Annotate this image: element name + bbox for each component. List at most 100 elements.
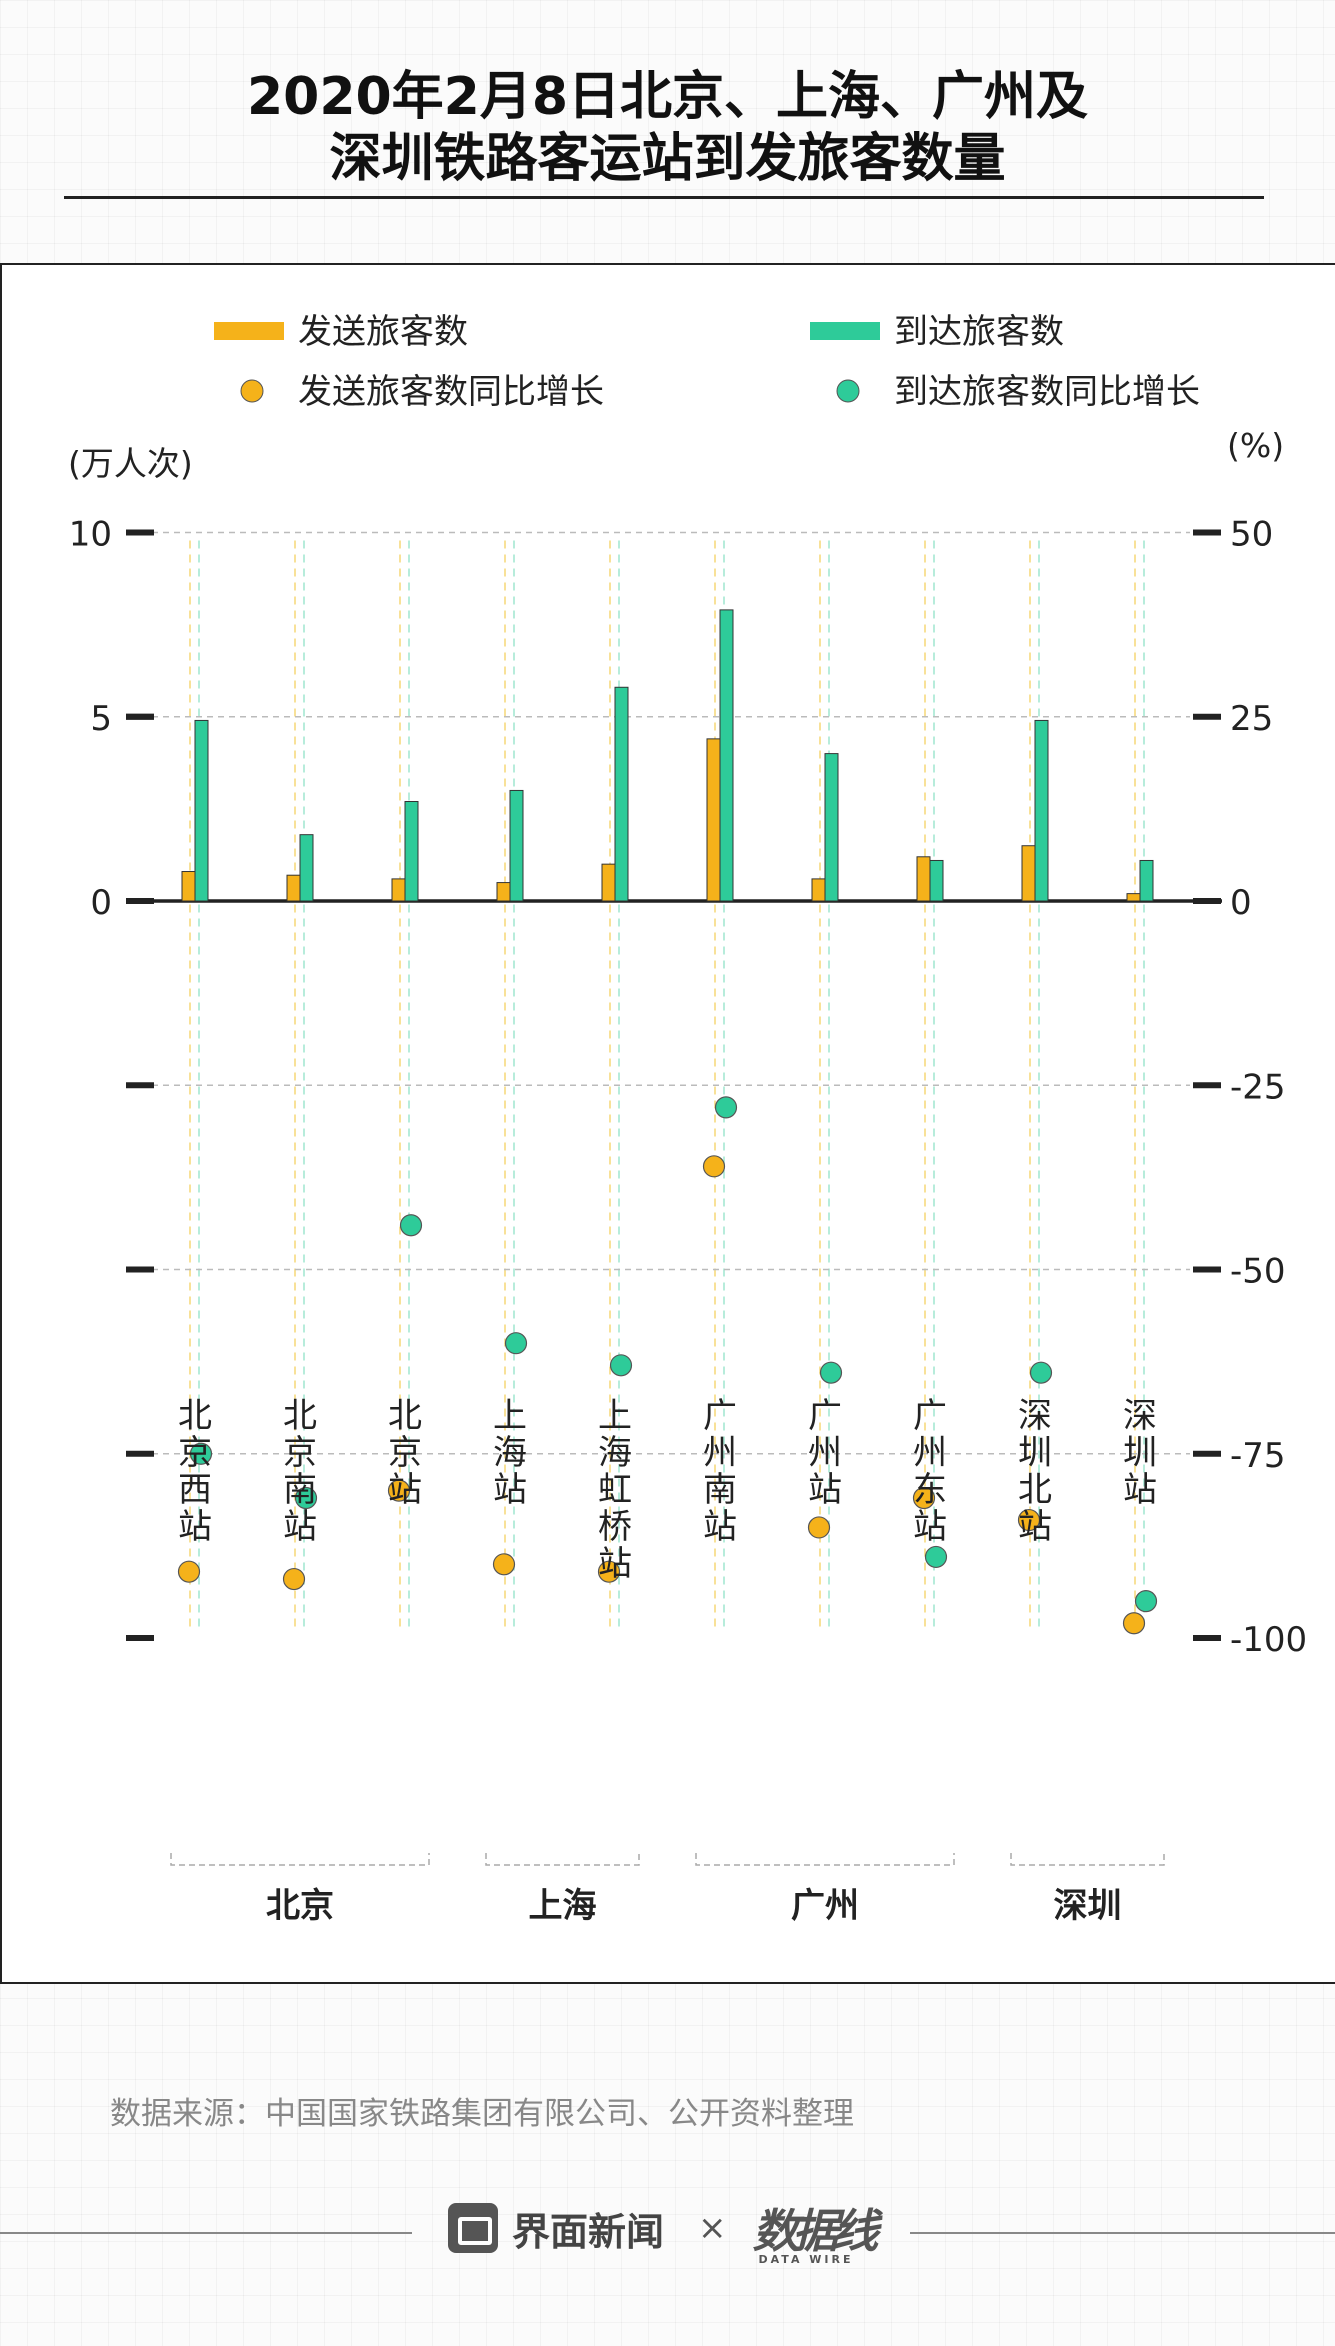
legend-label-4: 到达旅客数同比增长 bbox=[894, 372, 1200, 412]
category-label-10: 深圳站 bbox=[1123, 1396, 1157, 1510]
bar-arrival-7 bbox=[824, 753, 839, 902]
bar-departure-10 bbox=[1126, 893, 1141, 902]
bar-departure-9 bbox=[1021, 845, 1036, 902]
right-axis-tick bbox=[1193, 1635, 1221, 1641]
group-bracket-1 bbox=[170, 1853, 430, 1866]
jiemian-logo-icon bbox=[448, 2203, 498, 2253]
dot-arrival-yoy-10 bbox=[1134, 1590, 1158, 1613]
dot-departure-yoy-1 bbox=[177, 1560, 201, 1583]
right-axis-tick bbox=[1193, 1266, 1221, 1273]
bar-arrival-9 bbox=[1034, 719, 1049, 902]
dot-arrival-yoy-5 bbox=[609, 1354, 633, 1377]
right-axis-tick bbox=[1193, 529, 1221, 536]
dot-arrival-yoy-3 bbox=[399, 1214, 423, 1237]
legend-label-1: 发送旅客数 bbox=[298, 312, 468, 352]
legend-swatch-2 bbox=[810, 322, 880, 340]
chart-title-line-2: 深圳铁路客运站到发旅客数量 bbox=[329, 129, 1006, 189]
left-tick-label-1: 10 bbox=[69, 515, 112, 555]
group-label-2: 上海 bbox=[529, 1886, 597, 1926]
data-source-note: 数据来源：中国国家铁路集团有限公司、公开资料整理 bbox=[110, 2096, 854, 2132]
dot-departure-yoy-5 bbox=[597, 1560, 621, 1583]
bar-arrival-4 bbox=[509, 789, 524, 902]
legend-label-2: 到达旅客数 bbox=[894, 312, 1064, 352]
category-label-9: 深圳北站 bbox=[1018, 1396, 1052, 1547]
left-axis-tick bbox=[126, 1635, 154, 1641]
dot-departure-yoy-3 bbox=[387, 1479, 411, 1502]
bar-arrival-3 bbox=[404, 801, 419, 902]
dot-departure-yoy-2 bbox=[282, 1567, 306, 1591]
group-bracket-3 bbox=[695, 1853, 955, 1866]
footer-line-left bbox=[0, 2232, 412, 2234]
legend-swatch-1 bbox=[214, 322, 284, 340]
dot-departure-yoy-8 bbox=[912, 1486, 936, 1510]
right-axis-tick bbox=[1193, 1082, 1221, 1089]
bar-departure-7 bbox=[811, 878, 826, 902]
left-axis-label: (万人次) bbox=[68, 444, 193, 483]
bar-departure-1 bbox=[181, 871, 196, 902]
group-label-1: 北京 bbox=[266, 1886, 334, 1926]
bar-arrival-5 bbox=[614, 686, 629, 902]
dot-arrival-yoy-1 bbox=[189, 1442, 213, 1465]
bar-arrival-2 bbox=[299, 834, 314, 902]
left-tick-label-3: 0 bbox=[90, 883, 112, 923]
bar-arrival-8 bbox=[929, 859, 944, 902]
data-wire-logo: 数据线 DATA WIRE bbox=[752, 2195, 879, 2266]
dot-arrival-yoy-9 bbox=[1029, 1361, 1053, 1384]
chart-title-line-1: 2020年2月8日北京、上海、广州及 bbox=[246, 67, 1089, 127]
footer-line-right bbox=[910, 2232, 1335, 2234]
title-divider bbox=[64, 196, 1264, 199]
category-label-2: 北京南站 bbox=[283, 1396, 317, 1547]
bar-departure-3 bbox=[391, 878, 406, 902]
legend-dot-3 bbox=[240, 379, 264, 403]
dot-departure-yoy-7 bbox=[807, 1516, 831, 1539]
dot-departure-yoy-10 bbox=[1122, 1612, 1146, 1635]
bar-departure-4 bbox=[496, 882, 511, 902]
left-tick-label-2: 5 bbox=[90, 699, 112, 739]
category-label-4: 上海站 bbox=[493, 1396, 527, 1510]
group-label-3: 广州 bbox=[791, 1886, 859, 1926]
left-axis-tick bbox=[126, 1082, 154, 1089]
bar-departure-2 bbox=[286, 874, 301, 902]
left-axis-tick bbox=[126, 1266, 154, 1273]
right-axis-label: (%) bbox=[1227, 426, 1284, 465]
right-tick-label-1: 50 bbox=[1230, 515, 1273, 555]
dot-arrival-yoy-2 bbox=[294, 1486, 318, 1510]
dot-departure-yoy-4 bbox=[492, 1553, 516, 1576]
bar-departure-8 bbox=[916, 856, 931, 902]
chart-panel: 发送旅客数 到达旅客数 发送旅客数同比增长 到达旅客数同比增长 (万人次) (%) 50 25… bbox=[0, 263, 1335, 1984]
group-bracket-4 bbox=[1010, 1853, 1165, 1866]
footer-brand: 界面新闻 × 数据线 DATA WIRE bbox=[448, 2195, 879, 2266]
dot-departure-yoy-9 bbox=[1017, 1508, 1041, 1532]
dot-arrival-yoy-7 bbox=[819, 1361, 843, 1384]
right-axis-tick bbox=[1193, 1450, 1221, 1457]
legend-label-3: 发送旅客数同比增长 bbox=[298, 372, 604, 412]
dot-arrival-yoy-4 bbox=[504, 1332, 528, 1355]
group-label-4: 深圳 bbox=[1054, 1886, 1122, 1926]
right-tick-label-2: 25 bbox=[1230, 699, 1273, 739]
brand-name: 界面新闻 bbox=[512, 2209, 665, 2254]
left-axis-tick bbox=[126, 529, 154, 536]
dot-departure-yoy-6 bbox=[702, 1155, 726, 1178]
bar-arrival-6 bbox=[719, 609, 734, 902]
partner-subtitle: DATA WIRE bbox=[758, 2253, 854, 2266]
right-tick-label-6: -75 bbox=[1230, 1436, 1286, 1476]
category-label-8: 广州东站 bbox=[913, 1396, 947, 1547]
left-axis-tick bbox=[126, 713, 154, 720]
right-tick-label-5: -50 bbox=[1230, 1252, 1286, 1292]
partner-name: 数据线 bbox=[752, 2204, 879, 2258]
group-bracket-2 bbox=[485, 1853, 640, 1866]
dot-arrival-yoy-8 bbox=[924, 1545, 948, 1569]
category-label-7: 广州站 bbox=[808, 1396, 842, 1510]
right-tick-label-7: -100 bbox=[1230, 1620, 1307, 1660]
bar-arrival-1 bbox=[194, 719, 209, 902]
dot-arrival-yoy-6 bbox=[714, 1096, 738, 1119]
left-axis-tick bbox=[126, 1450, 154, 1457]
bar-arrival-10 bbox=[1139, 859, 1154, 902]
category-label-5: 上海虹桥站 bbox=[598, 1396, 632, 1584]
category-label-1: 北京西站 bbox=[178, 1396, 212, 1547]
bar-departure-5 bbox=[601, 863, 616, 902]
right-tick-label-3: 0 bbox=[1230, 883, 1252, 923]
bar-departure-6 bbox=[706, 738, 721, 902]
category-label-3: 北京站 bbox=[388, 1396, 422, 1510]
